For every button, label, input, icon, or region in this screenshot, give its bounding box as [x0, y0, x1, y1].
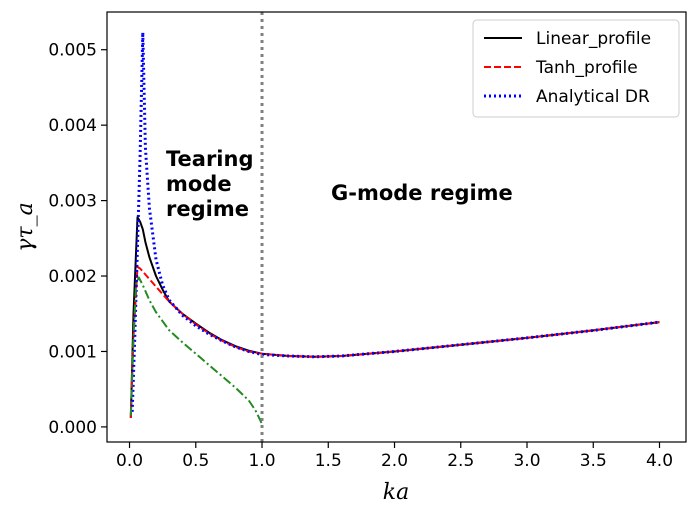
legend: Linear_profile Tanh_profile Analytical D…	[472, 19, 680, 118]
y-tick-label: 0.000	[48, 418, 97, 438]
legend-label-linear: Linear_profile	[536, 29, 651, 49]
x-tick-label: 0.5	[182, 451, 209, 471]
annotation-gmode: G-mode regime	[331, 181, 513, 205]
annotations: Tearing mode regime G-mode regime	[166, 147, 513, 221]
x-tick-label: 1.0	[248, 451, 275, 471]
y-axis-label: γτ_a	[13, 202, 38, 251]
legend-label-tanh: Tanh_profile	[535, 58, 638, 78]
y-axis-ticks: 0.000 0.001 0.002 0.003 0.004 0.005	[48, 41, 107, 438]
x-tick-label: 4.0	[646, 451, 673, 471]
series-layer	[129, 30, 660, 425]
y-tick-label: 0.001	[48, 342, 97, 362]
y-axis-label-group: γτ_a	[13, 202, 38, 251]
x-axis-label: ka	[383, 480, 409, 505]
plot-frame	[106, 11, 687, 443]
series-line-tearing-mode-analytical	[129, 276, 263, 425]
x-tick-label: 0.0	[116, 451, 143, 471]
x-tick-label: 3.0	[513, 451, 540, 471]
y-tick-label: 0.003	[48, 192, 97, 212]
x-tick-label: 3.5	[580, 451, 607, 471]
x-tick-label: 2.0	[381, 451, 408, 471]
legend-label-analytical: Analytical DR	[536, 87, 650, 107]
x-axis-ticks: 0.0 0.5 1.0 1.5 2.0 2.5 3.0 3.5 4.0	[116, 442, 673, 471]
x-tick-label: 1.5	[315, 451, 342, 471]
legend-box	[472, 19, 680, 118]
x-tick-label: 2.5	[447, 451, 474, 471]
y-tick-label: 0.004	[48, 116, 97, 136]
y-tick-label: 0.005	[48, 41, 97, 61]
annotation-tearing-line-1: Tearing	[166, 147, 254, 171]
y-tick-label: 0.002	[48, 267, 97, 287]
annotation-tearing-line-2: mode	[166, 172, 232, 196]
annotation-tearing-line-3: regime	[166, 197, 249, 221]
